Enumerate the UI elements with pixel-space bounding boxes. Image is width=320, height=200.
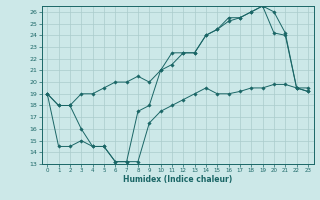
X-axis label: Humidex (Indice chaleur): Humidex (Indice chaleur): [123, 175, 232, 184]
